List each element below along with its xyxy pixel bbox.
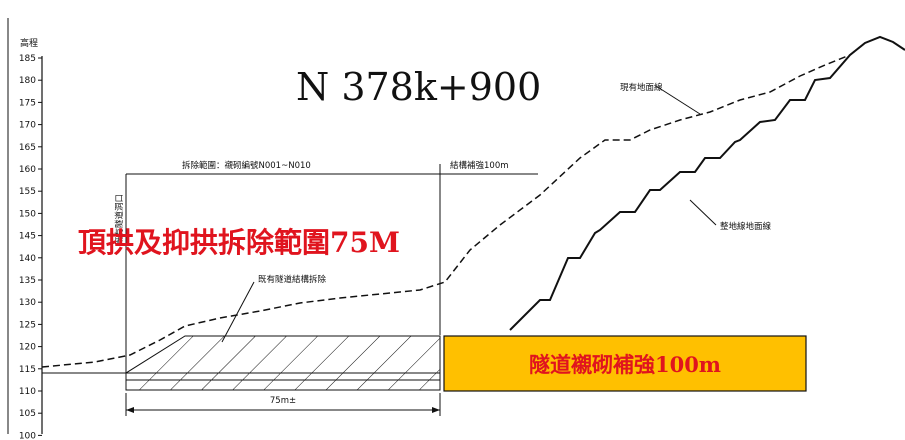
existing-ground-leader <box>655 85 701 115</box>
graded-ground-label: 整地線地面線 <box>720 221 772 232</box>
elevation-axis: 高程 1851801751701651601551501451401351301… <box>7 18 43 440</box>
tunnel-structure <box>125 335 441 391</box>
reinforce-box-label: 隧道襯砌補強100m <box>529 352 721 377</box>
axis-tick-label: 165 <box>19 143 36 153</box>
axis-tick-label: 170 <box>19 121 36 131</box>
axis-tick-label: 185 <box>19 54 36 64</box>
graded-ground-leader <box>689 199 717 226</box>
existing-ground-line <box>41 42 866 368</box>
section-label: N 378k+900 <box>296 65 541 109</box>
graded-ground-line <box>509 35 905 331</box>
range-dimensions: 75m± <box>125 164 538 416</box>
axis-tick-label: 175 <box>19 98 36 108</box>
reinforce-box: 隧道襯砌補強100m <box>443 335 807 392</box>
axis-tick-label: 125 <box>19 320 36 330</box>
axis-tick-label: 105 <box>19 409 36 419</box>
axis-tick-label: 180 <box>19 76 36 86</box>
length-label: 75m± <box>270 396 296 406</box>
reinforce-range-label: 結構補強100m <box>450 160 509 171</box>
axis-ticks: 185 180 175 170 165 160 155 150 145 140 135 130 125 1… <box>19 54 42 440</box>
axis-tick-label: 120 <box>19 343 36 353</box>
axis-tick-label: 150 <box>19 209 36 219</box>
axis-tick-label: 100 <box>19 431 36 440</box>
axis-tick-label: 145 <box>19 232 36 242</box>
existing-structure-label: 既有隧道結構拆除 <box>258 274 327 285</box>
axis-tick-label: 155 <box>19 187 36 197</box>
axis-tick-label: 115 <box>19 365 36 375</box>
axis-tick-label: 140 <box>19 254 36 264</box>
structure-leader-line <box>221 281 255 343</box>
removal-title: 頂拱及抑拱拆除範圍75M <box>78 226 400 259</box>
axis-tick-label: 110 <box>19 387 36 397</box>
axis-tick-label: 130 <box>19 298 36 308</box>
axis-tick-label: 135 <box>19 276 36 286</box>
removal-range-label: 拆除範圍：襯砌編號N001~N010 <box>182 160 311 171</box>
axis-title: 高程 <box>20 37 38 49</box>
existing-ground-label: 現有地面線 <box>620 82 663 93</box>
portal-label: 既有隧道洞口 <box>114 194 125 245</box>
axis-tick-label: 160 <box>19 165 36 175</box>
